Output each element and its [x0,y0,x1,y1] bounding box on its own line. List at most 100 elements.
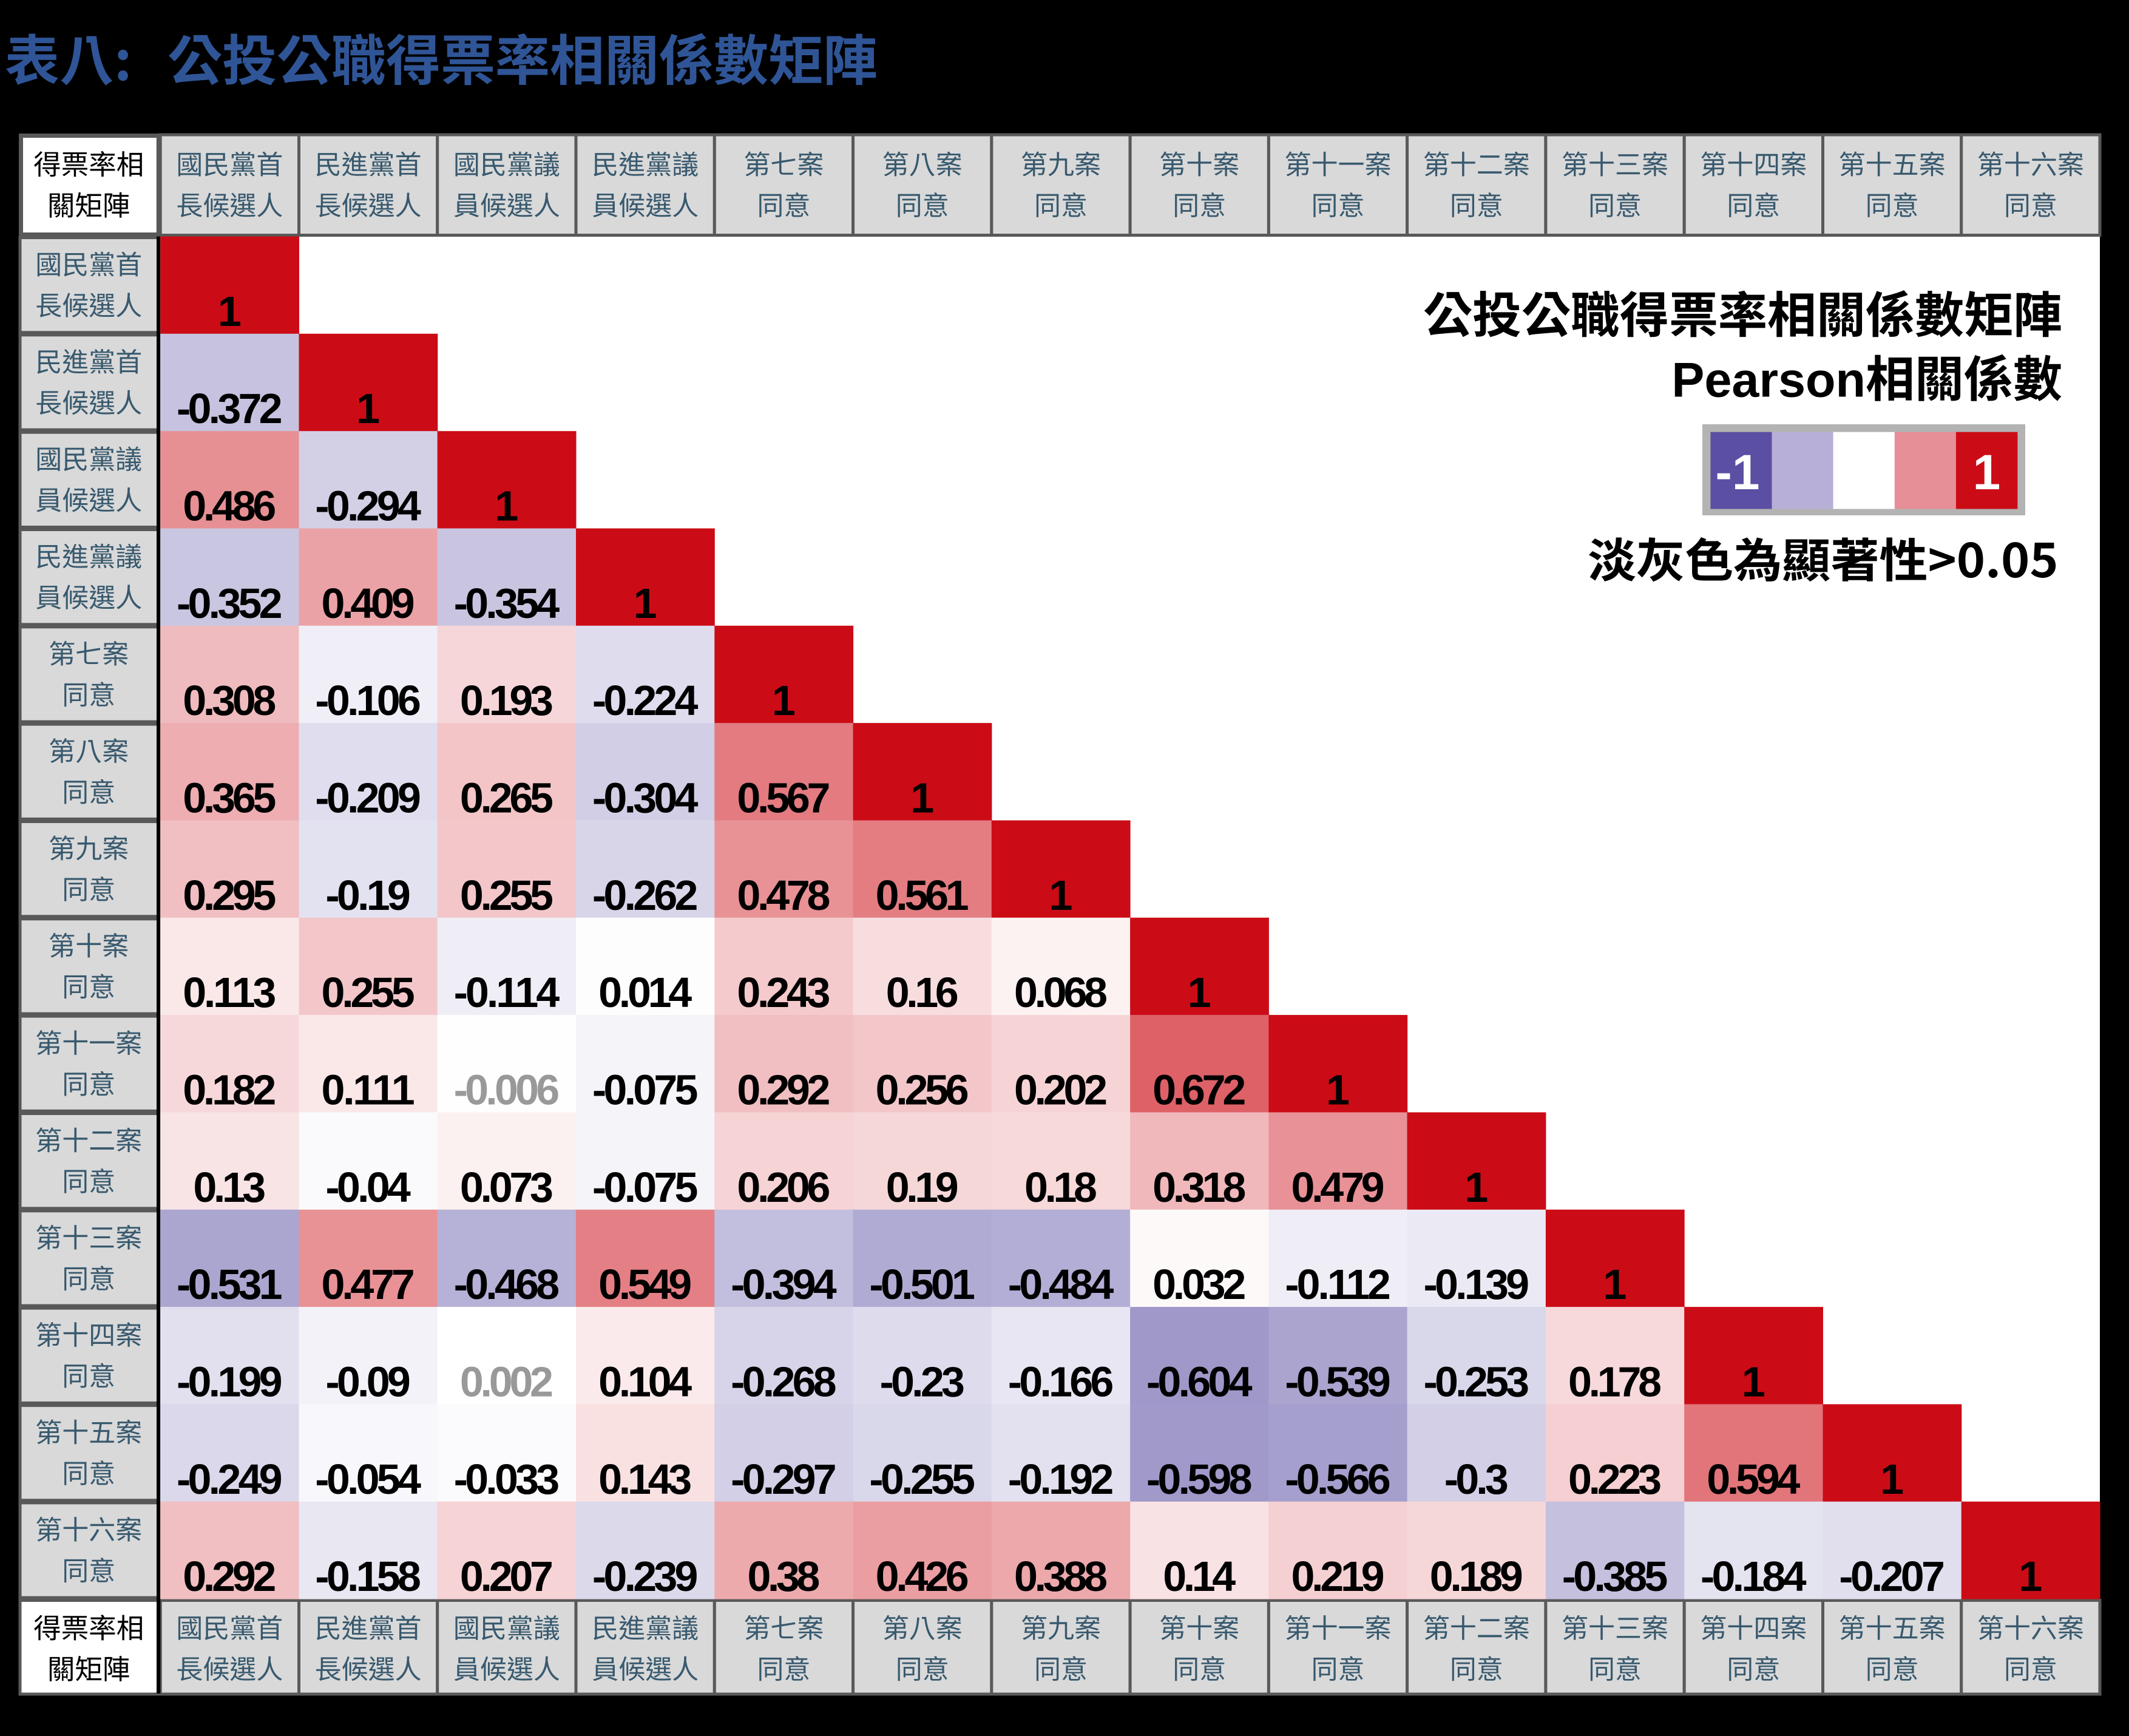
svg-text:-0.075: -0.075 [592,1164,699,1211]
svg-text:-0.268: -0.268 [731,1358,837,1405]
svg-text:0.308: 0.308 [183,677,276,724]
svg-text:0.014: 0.014 [598,969,692,1016]
svg-text:0.549: 0.549 [598,1261,692,1308]
svg-text:-0.394: -0.394 [731,1261,837,1308]
svg-text:0.202: 0.202 [1014,1066,1108,1114]
svg-text:-0.23: -0.23 [880,1358,965,1405]
svg-text:-0.262: -0.262 [592,872,699,919]
svg-text:-0.158: -0.158 [315,1553,421,1600]
svg-text:0.178: 0.178 [1568,1358,1662,1405]
svg-text:1: 1 [1742,1358,1765,1405]
svg-text:0.223: 0.223 [1568,1456,1662,1503]
svg-text:0.219: 0.219 [1291,1553,1384,1600]
svg-text:1: 1 [495,483,518,530]
svg-text:1: 1 [1188,969,1211,1016]
svg-text:0.113: 0.113 [183,969,276,1016]
svg-text:1: 1 [634,580,657,627]
svg-text:-0.372: -0.372 [177,385,283,432]
svg-text:-0.598: -0.598 [1146,1456,1253,1503]
svg-text:0.19: 0.19 [886,1164,959,1211]
svg-text:-0.385: -0.385 [1562,1553,1668,1600]
svg-text:0.478: 0.478 [737,872,830,919]
svg-text:-0.468: -0.468 [454,1261,560,1308]
svg-text:0.426: 0.426 [876,1553,969,1600]
svg-text:1: 1 [1880,1456,1904,1503]
svg-text:-0.255: -0.255 [869,1456,975,1503]
svg-text:1: 1 [1464,1164,1488,1211]
svg-text:1: 1 [910,775,934,822]
svg-text:0.207: 0.207 [460,1553,553,1600]
svg-text:0.073: 0.073 [460,1164,553,1211]
svg-text:0.255: 0.255 [460,872,553,919]
svg-text:-0.112: -0.112 [1285,1261,1391,1308]
svg-text:0.032: 0.032 [1153,1261,1246,1308]
svg-text:-0.114: -0.114 [454,969,560,1016]
svg-text:-0.184: -0.184 [1701,1553,1807,1600]
svg-text:0.193: 0.193 [460,677,553,724]
svg-text:-0.501: -0.501 [869,1261,975,1308]
svg-text:-0.352: -0.352 [177,580,283,627]
svg-text:-0.539: -0.539 [1285,1358,1391,1405]
svg-text:-0.139: -0.139 [1424,1261,1530,1308]
svg-text:-0.006: -0.006 [454,1066,560,1114]
svg-text:0.13: 0.13 [193,1164,266,1211]
svg-text:-0.354: -0.354 [454,580,560,627]
svg-text:0.18: 0.18 [1024,1164,1097,1211]
svg-text:0.295: 0.295 [183,872,276,919]
svg-text:0.292: 0.292 [183,1553,276,1600]
svg-text:-0.3: -0.3 [1444,1456,1509,1503]
svg-text:Pearson: Pearson [1671,353,1866,408]
svg-text:0.243: 0.243 [737,969,830,1016]
svg-text:1: 1 [772,677,796,724]
svg-text:0.409: 0.409 [322,580,415,627]
svg-text:0.002: 0.002 [460,1358,553,1405]
svg-text:-0.484: -0.484 [1008,1261,1114,1308]
svg-text:-0.054: -0.054 [315,1456,421,1503]
svg-text:0.255: 0.255 [322,969,415,1016]
svg-text:-0.249: -0.249 [177,1456,283,1503]
svg-text:0.318: 0.318 [1153,1164,1246,1211]
svg-text:-0.09: -0.09 [325,1358,410,1405]
svg-text:0.111: 0.111 [322,1066,415,1114]
svg-text:-0.19: -0.19 [325,872,410,919]
svg-text:0.206: 0.206 [737,1164,830,1211]
svg-text:-0.075: -0.075 [592,1066,699,1114]
svg-text:0.486: 0.486 [183,483,276,530]
svg-text:1: 1 [1049,872,1073,919]
svg-text:-0.253: -0.253 [1424,1358,1530,1405]
svg-text:-0.199: -0.199 [177,1358,283,1405]
svg-text:0.672: 0.672 [1153,1066,1246,1114]
svg-text:0.292: 0.292 [737,1066,830,1114]
svg-text:0.16: 0.16 [886,969,959,1016]
svg-text:0.143: 0.143 [598,1456,692,1503]
svg-text:1: 1 [1973,445,2001,500]
svg-text:-0.531: -0.531 [177,1261,283,1308]
svg-text:1: 1 [218,288,242,335]
svg-text:-0.224: -0.224 [592,677,699,724]
svg-text:-0.294: -0.294 [315,483,421,530]
svg-text:0.14: 0.14 [1163,1553,1236,1600]
svg-text:-0.207: -0.207 [1839,1553,1945,1600]
svg-text:-0.304: -0.304 [592,775,699,822]
svg-text:0.561: 0.561 [876,872,969,919]
svg-text:-1: -1 [1716,445,1760,500]
svg-text:-0.166: -0.166 [1008,1358,1114,1405]
svg-text:-0.033: -0.033 [454,1456,560,1503]
svg-text:1: 1 [1326,1066,1350,1114]
svg-text:-0.604: -0.604 [1146,1358,1253,1405]
svg-text:0.594: 0.594 [1707,1456,1800,1503]
svg-text:0.189: 0.189 [1430,1553,1523,1600]
svg-text:0.388: 0.388 [1014,1553,1108,1600]
svg-text:0.104: 0.104 [598,1358,692,1405]
svg-text:0.477: 0.477 [322,1261,415,1308]
svg-text:-0.209: -0.209 [315,775,421,822]
svg-text:1: 1 [356,385,380,432]
svg-text:-0.297: -0.297 [731,1456,837,1503]
svg-text:0.567: 0.567 [737,775,830,822]
svg-text:0.479: 0.479 [1291,1164,1384,1211]
svg-text:0.068: 0.068 [1014,969,1108,1016]
svg-text:1: 1 [1603,1261,1627,1308]
svg-text:1: 1 [2019,1553,2042,1600]
svg-text:-0.192: -0.192 [1008,1456,1114,1503]
svg-text:0.265: 0.265 [460,775,553,822]
